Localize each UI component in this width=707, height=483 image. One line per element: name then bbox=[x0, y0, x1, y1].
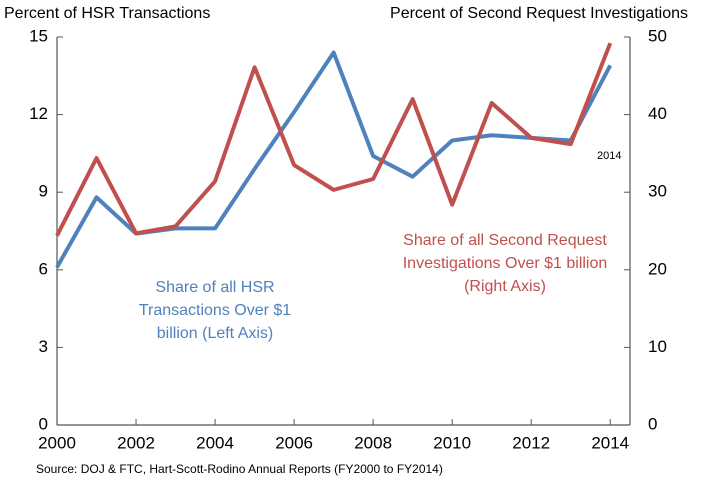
x-tick-label: 2000 bbox=[38, 433, 76, 452]
y-tick-label: 15 bbox=[29, 26, 48, 45]
x-tick-label: 2014 bbox=[591, 433, 629, 452]
x-tick-label: 2002 bbox=[117, 433, 155, 452]
annotation: 2014 bbox=[597, 150, 621, 162]
y2-tick-label: 40 bbox=[648, 104, 667, 123]
y2-tick-label: 0 bbox=[648, 414, 657, 433]
series-line bbox=[55, 42, 613, 237]
x-tick-label: 2006 bbox=[275, 433, 313, 452]
y2-tick-label: 50 bbox=[648, 26, 667, 45]
y-tick-label: 12 bbox=[29, 104, 48, 123]
y-tick-label: 9 bbox=[39, 182, 48, 201]
x-tick-label: 2010 bbox=[433, 433, 471, 452]
source-note: Source: DOJ & FTC, Hart-Scott-Rodino Ann… bbox=[36, 462, 443, 476]
series-label: Share of all HSR Transactions Over $1 bi… bbox=[138, 279, 292, 342]
y-tick-label: 0 bbox=[39, 414, 48, 433]
y2-tick-label: 30 bbox=[648, 182, 667, 201]
y2-tick-label: 20 bbox=[648, 259, 667, 278]
y2-tick-label: 10 bbox=[648, 337, 667, 356]
y-axis-label: Percent of HSR Transactions bbox=[4, 5, 210, 22]
x-tick-label: 2008 bbox=[354, 433, 392, 452]
y2-axis-label: Percent of Second Request Investigations bbox=[390, 5, 688, 22]
y-tick-label: 6 bbox=[39, 259, 48, 278]
x-tick-label: 2004 bbox=[196, 433, 234, 452]
y-tick-label: 3 bbox=[39, 337, 48, 356]
x-tick-label: 2012 bbox=[512, 433, 550, 452]
series-label: Share of all Second Request Investigatio… bbox=[402, 232, 608, 295]
